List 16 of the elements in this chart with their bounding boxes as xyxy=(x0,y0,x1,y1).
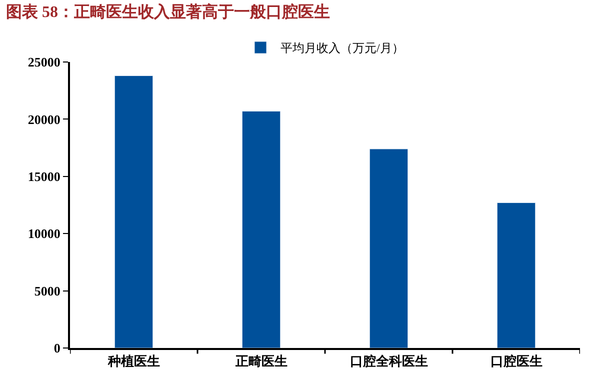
x-tick-label: 口腔医生 xyxy=(490,354,542,369)
x-tick-label: 口腔全科医生 xyxy=(350,354,428,369)
legend-label: 平均月收入（万元/月） xyxy=(280,41,404,56)
bar xyxy=(242,110,281,348)
y-tick-label: 10000 xyxy=(28,226,60,242)
bar xyxy=(496,202,536,348)
y-tick-label: 5000 xyxy=(34,283,60,298)
x-tick-label: 种植医生 xyxy=(106,354,160,369)
bar xyxy=(114,75,154,348)
y-tick-label: 25000 xyxy=(28,54,60,70)
y-tick-label: 0 xyxy=(54,340,60,356)
y-tick-label: 15000 xyxy=(28,168,60,184)
x-tick-label: 正畸医生 xyxy=(234,354,288,369)
chart-title: 图表 58：正畸医生收入显著高于一般口腔医生 xyxy=(6,2,330,21)
bar xyxy=(369,148,408,348)
y-tick-label: 20000 xyxy=(28,112,60,127)
